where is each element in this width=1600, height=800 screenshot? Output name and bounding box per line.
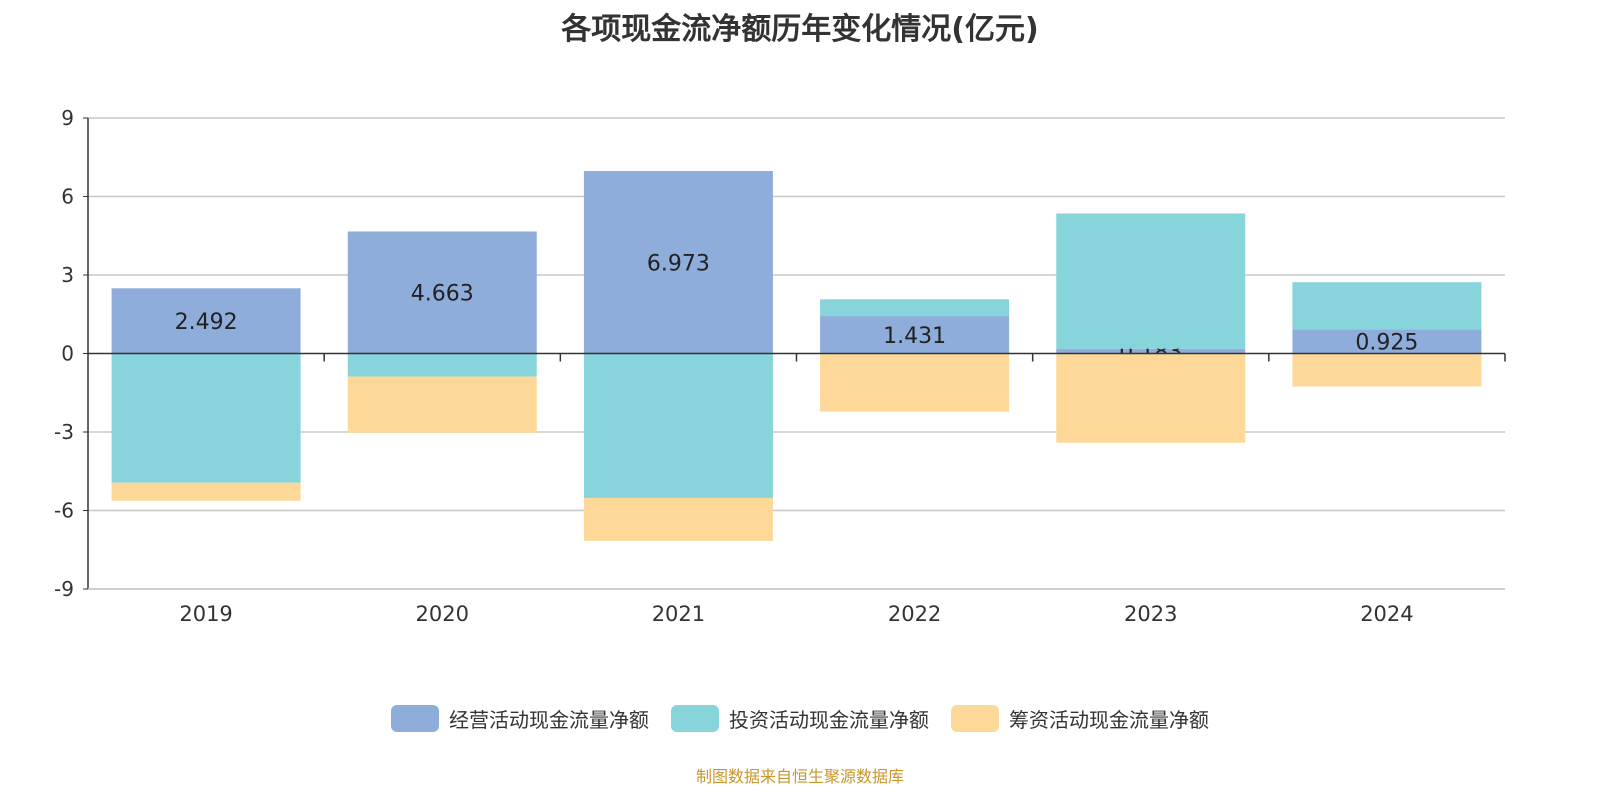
bar-2022-s0 bbox=[820, 316, 1010, 354]
bar-2020-s0 bbox=[347, 231, 537, 354]
data-label: 0.925 bbox=[1355, 330, 1418, 355]
bar-2019-s2 bbox=[111, 482, 301, 501]
legend-swatch bbox=[391, 705, 439, 732]
chart-title: 各项现金流净额历年变化情况(亿元) bbox=[561, 12, 1039, 47]
bar-2022-s2 bbox=[820, 353, 1010, 412]
data-label: 6.973 bbox=[647, 251, 710, 276]
bar-2024-s2 bbox=[1292, 353, 1482, 387]
legend-swatch bbox=[671, 705, 719, 732]
x-tick-label: 2021 bbox=[652, 602, 705, 626]
bar-2023-s0 bbox=[1056, 348, 1246, 354]
data-label: 1.431 bbox=[883, 324, 946, 349]
bar-2021-s2 bbox=[583, 497, 773, 541]
y-tick-label: 3 bbox=[61, 263, 74, 287]
data-label: 4.663 bbox=[411, 281, 474, 306]
data-label: 2.492 bbox=[175, 310, 238, 335]
x-tick-label: 2020 bbox=[416, 602, 469, 626]
bar-2023-s1 bbox=[1056, 213, 1246, 349]
bar-2019-s1 bbox=[111, 353, 301, 483]
y-tick-label: -9 bbox=[54, 577, 74, 601]
legend: 经营活动现金流量净额 投资活动现金流量净额 筹资活动现金流量净额 bbox=[0, 704, 1600, 733]
bar-2020-s1 bbox=[347, 353, 537, 377]
legend-swatch bbox=[951, 705, 999, 732]
bar-2020-s2 bbox=[347, 376, 537, 433]
x-tick-label: 2019 bbox=[179, 602, 232, 626]
y-tick-label: -3 bbox=[54, 420, 74, 444]
bar-2024-s1 bbox=[1292, 282, 1482, 330]
bar-2023-s2 bbox=[1056, 353, 1246, 443]
y-tick-label: 0 bbox=[61, 342, 74, 366]
bar-2022-s1 bbox=[820, 299, 1010, 317]
y-tick-label: -6 bbox=[54, 499, 74, 523]
source-note: 制图数据来自恒生聚源数据库 bbox=[695, 767, 904, 786]
bar-2019-s0 bbox=[111, 288, 301, 354]
legend-item-financing[interactable]: 筹资活动现金流量净额 bbox=[951, 704, 1209, 733]
y-tick-label: 9 bbox=[61, 106, 74, 130]
legend-label: 投资活动现金流量净额 bbox=[729, 708, 929, 732]
legend-label: 筹资活动现金流量净额 bbox=[1009, 708, 1209, 732]
x-tick-label: 2023 bbox=[1124, 602, 1177, 626]
x-tick-label: 2024 bbox=[1360, 602, 1413, 626]
legend-item-operating[interactable]: 经营活动现金流量净额 bbox=[391, 704, 649, 733]
bar-2021-s1 bbox=[583, 353, 773, 498]
bar-2021-s0 bbox=[583, 171, 773, 354]
y-tick-label: 6 bbox=[61, 185, 74, 209]
bar-2024-s0 bbox=[1292, 329, 1482, 354]
legend-item-investing[interactable]: 投资活动现金流量净额 bbox=[671, 704, 929, 733]
x-tick-label: 2022 bbox=[888, 602, 941, 626]
legend-label: 经营活动现金流量净额 bbox=[449, 708, 649, 732]
